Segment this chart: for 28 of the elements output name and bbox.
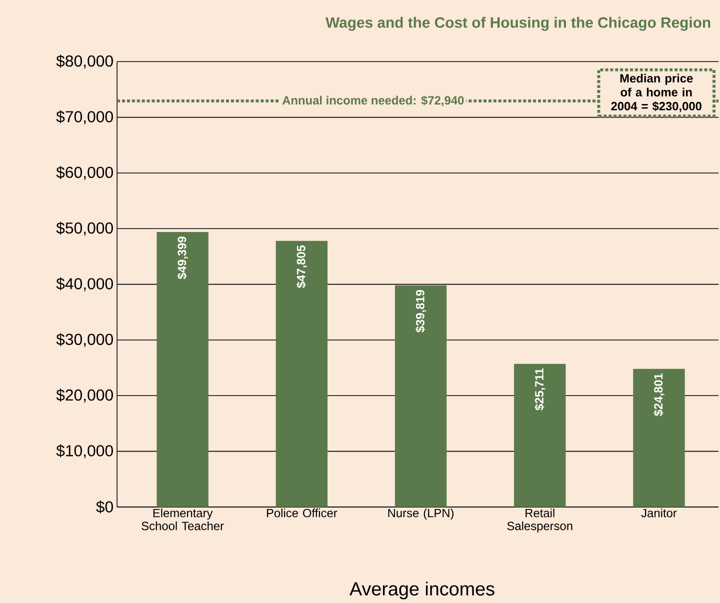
bar bbox=[514, 364, 566, 507]
bar bbox=[276, 240, 328, 507]
y-tick-label: $70,000 bbox=[56, 110, 113, 124]
y-tick-label: $60,000 bbox=[56, 166, 113, 180]
x-tick-label: Elementary School Teacher bbox=[142, 508, 224, 530]
data-label: $25,711 bbox=[534, 368, 546, 410]
y-tick-label: $50,000 bbox=[56, 222, 113, 236]
bar bbox=[156, 232, 208, 507]
data-label: $47,805 bbox=[296, 245, 308, 288]
y-tick-label: $10,000 bbox=[56, 444, 113, 458]
x-tick-label: Janitor bbox=[641, 508, 677, 518]
ref-line-label: Annual income needed: $72,940 bbox=[282, 95, 464, 106]
x-tick-label: Retail Salesperson bbox=[507, 508, 572, 532]
chart-title: Wages and the Cost of Housing in the Chicago Region bbox=[326, 16, 710, 31]
y-tick-label: $30,000 bbox=[56, 332, 113, 347]
x-tick-label: Police Officer bbox=[266, 508, 338, 518]
y-tick-label: $40,000 bbox=[56, 277, 113, 292]
y-tick-label: $20,000 bbox=[56, 388, 113, 402]
y-tick-label: $80,000 bbox=[56, 54, 113, 68]
data-label: $39,819 bbox=[415, 290, 426, 332]
x-axis-title: Average incomes bbox=[350, 581, 494, 600]
data-label: $49,399 bbox=[177, 236, 188, 279]
y-tick-label: $0 bbox=[96, 500, 113, 514]
bar bbox=[633, 368, 685, 507]
x-tick-label: Nurse (LPN) bbox=[388, 508, 454, 520]
data-label: $24,801 bbox=[654, 373, 664, 416]
bar bbox=[394, 285, 447, 507]
annotation: Median price of a home in 2004 = $230,000 bbox=[611, 74, 702, 112]
